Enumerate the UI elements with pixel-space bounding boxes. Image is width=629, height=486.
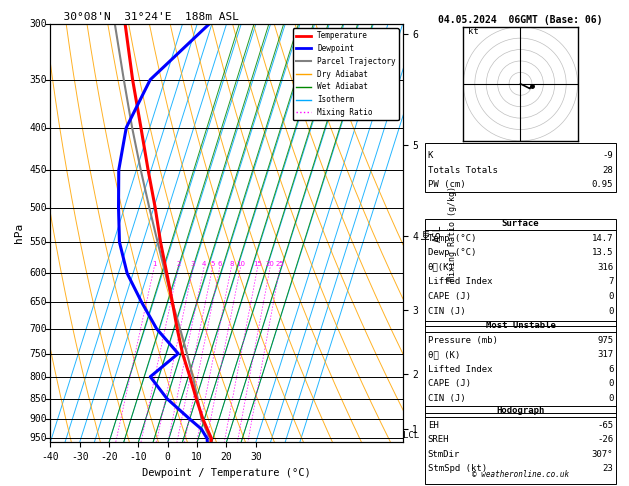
Text: 28: 28: [603, 166, 613, 174]
Text: 2: 2: [176, 261, 181, 267]
Text: 5: 5: [210, 261, 214, 267]
Text: θᴇ (K): θᴇ (K): [428, 350, 460, 359]
Text: kt: kt: [468, 27, 479, 35]
Text: 04.05.2024  06GMT (Base: 06): 04.05.2024 06GMT (Base: 06): [438, 15, 603, 25]
Text: LCL: LCL: [403, 431, 419, 440]
Text: 0: 0: [608, 394, 613, 403]
Text: 307°: 307°: [592, 450, 613, 459]
Text: 20: 20: [265, 261, 274, 267]
Text: © weatheronline.co.uk: © weatheronline.co.uk: [472, 469, 569, 479]
Text: 0: 0: [608, 380, 613, 388]
Text: 3: 3: [191, 261, 196, 267]
Text: Mixing Ratio (g/kg): Mixing Ratio (g/kg): [448, 186, 457, 281]
Text: 975: 975: [597, 336, 613, 345]
Text: StmDir: StmDir: [428, 450, 460, 459]
Text: 14.7: 14.7: [592, 234, 613, 243]
Text: 600: 600: [29, 268, 47, 278]
Text: 30°08'N  31°24'E  188m ASL: 30°08'N 31°24'E 188m ASL: [50, 12, 239, 22]
Text: 800: 800: [29, 372, 47, 382]
Text: 4: 4: [202, 261, 206, 267]
Text: 550: 550: [29, 237, 47, 247]
Text: CIN (J): CIN (J): [428, 394, 465, 403]
Text: 300: 300: [29, 19, 47, 29]
Text: 7: 7: [608, 278, 613, 286]
Text: Most Unstable: Most Unstable: [486, 321, 555, 330]
Text: 10: 10: [236, 261, 245, 267]
Text: 13.5: 13.5: [592, 248, 613, 257]
Text: -26: -26: [597, 435, 613, 444]
Text: 0: 0: [608, 307, 613, 315]
Text: K: K: [428, 151, 433, 160]
Text: CAPE (J): CAPE (J): [428, 292, 470, 301]
Text: -9: -9: [603, 151, 613, 160]
Text: 650: 650: [29, 297, 47, 307]
Text: 6: 6: [218, 261, 222, 267]
Text: Totals Totals: Totals Totals: [428, 166, 498, 174]
Legend: Temperature, Dewpoint, Parcel Trajectory, Dry Adiabat, Wet Adiabat, Isotherm, Mi: Temperature, Dewpoint, Parcel Trajectory…: [292, 28, 399, 120]
Text: Temp (°C): Temp (°C): [428, 234, 476, 243]
Text: SREH: SREH: [428, 435, 449, 444]
Text: 25: 25: [276, 261, 284, 267]
X-axis label: Dewpoint / Temperature (°C): Dewpoint / Temperature (°C): [142, 468, 311, 478]
Text: Lifted Index: Lifted Index: [428, 365, 493, 374]
Text: Hodograph: Hodograph: [496, 406, 545, 415]
Text: 8: 8: [229, 261, 233, 267]
Text: 316: 316: [597, 263, 613, 272]
Text: hPa: hPa: [14, 223, 24, 243]
Text: θᴇ(K): θᴇ(K): [428, 263, 455, 272]
Text: 450: 450: [29, 165, 47, 175]
Text: Pressure (mb): Pressure (mb): [428, 336, 498, 345]
Text: Dewp (°C): Dewp (°C): [428, 248, 476, 257]
Text: 750: 750: [29, 348, 47, 359]
Text: 850: 850: [29, 394, 47, 403]
Text: Surface: Surface: [502, 219, 539, 228]
Text: EH: EH: [428, 421, 438, 430]
Text: 0: 0: [608, 292, 613, 301]
Text: 6: 6: [608, 365, 613, 374]
Text: -65: -65: [597, 421, 613, 430]
Text: PW (cm): PW (cm): [428, 180, 465, 189]
Text: 950: 950: [29, 434, 47, 444]
Text: CIN (J): CIN (J): [428, 307, 465, 315]
Y-axis label: km
ASL: km ASL: [421, 225, 443, 242]
Text: 500: 500: [29, 203, 47, 213]
Text: 400: 400: [29, 122, 47, 133]
Text: 900: 900: [29, 414, 47, 424]
Text: 317: 317: [597, 350, 613, 359]
Text: Lifted Index: Lifted Index: [428, 278, 493, 286]
Text: 23: 23: [603, 465, 613, 473]
Text: 0.95: 0.95: [592, 180, 613, 189]
Text: 350: 350: [29, 75, 47, 85]
Text: CAPE (J): CAPE (J): [428, 380, 470, 388]
Text: StmSpd (kt): StmSpd (kt): [428, 465, 487, 473]
Text: 700: 700: [29, 324, 47, 334]
Text: 1: 1: [152, 261, 157, 267]
Text: 15: 15: [253, 261, 262, 267]
